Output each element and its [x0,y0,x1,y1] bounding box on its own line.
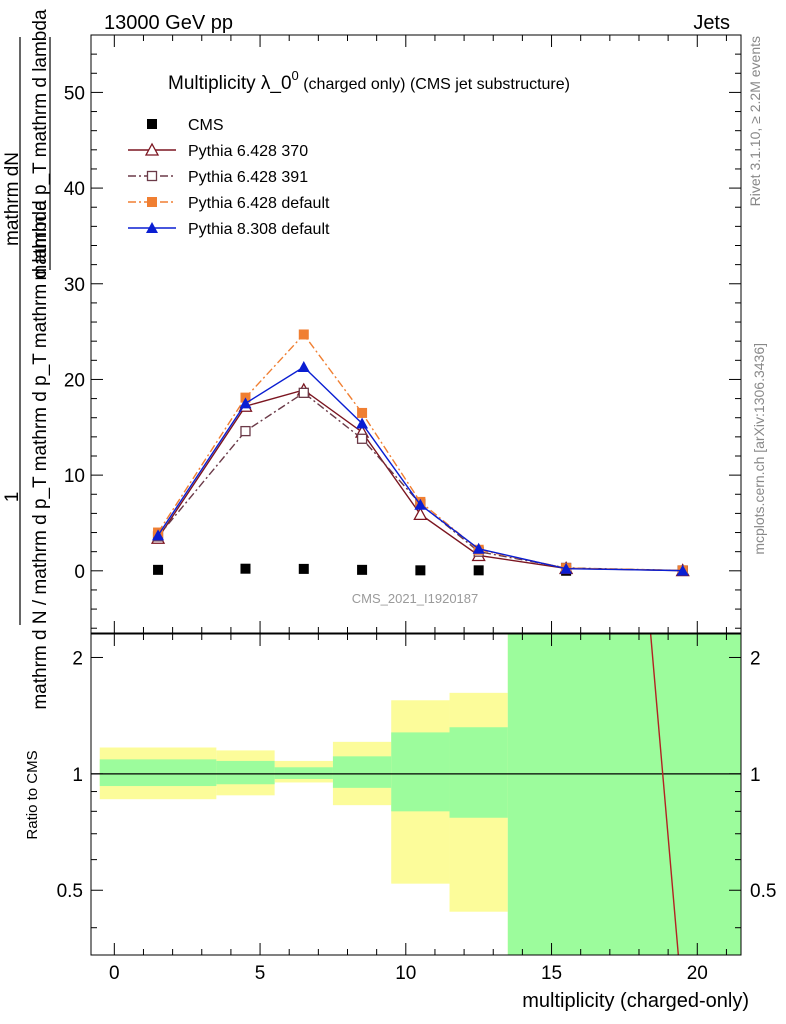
legend: CMS Pythia 6.428 370 Pythia 6.428 391 Pythi… [128,117,330,238]
data-point [560,562,573,574]
stat-uncertainty-band [391,732,450,812]
stat-uncertainty-band [332,756,392,788]
series-pythia-8-308-default [152,361,689,576]
ylabel-numerator-sub: mathrm d p_T mathrm d lambda [30,9,51,280]
series-line [157,366,683,572]
legend-marker [144,142,160,156]
x-tick-label: 0 [109,963,120,984]
data-point [472,542,485,554]
x-tick-label: 20 [687,963,708,984]
data-point [297,361,310,373]
ylabel-numerator: mathrm dN [2,152,23,246]
data-point [153,564,164,575]
stat-uncertainty-band [274,767,333,779]
data-point [415,565,426,576]
watermark: CMS_2021_I1920187 [352,591,479,606]
data-point [298,387,309,398]
legend-label: Pythia 6.428 370 [188,143,308,160]
data-point [676,564,689,576]
y-tick-label: 0 [74,562,85,583]
legend-label: Pythia 6.428 default [188,195,330,212]
series-pythia-6-428-default [153,329,688,576]
data-point [356,417,369,429]
header-left: 13000 GeV pp [104,12,233,34]
stat-uncertainty-band [507,634,741,955]
ratio-plot-panel [91,634,741,955]
data-point [413,506,428,521]
ylabel-denominator: mathrm d N / mathrm d p_T mathrm d p_T m… [30,200,51,710]
legend-entry: Pythia 6.428 370 [128,142,308,160]
legend-marker [146,170,158,182]
series-pythia-6-428-370 [150,382,690,577]
ratio-y-tick-label-right: 2 [750,648,761,669]
data-point [298,329,309,340]
ratio-y-tick-label-right: 0.5 [750,881,776,902]
legend-label: Pythia 8.308 default [188,221,330,238]
ratio-y-tick-label: 1 [72,765,83,786]
main-plot-panel [150,329,690,577]
data-point [152,529,165,541]
data-point [298,563,309,574]
y-tick-label: 20 [64,370,85,391]
ylabel-one: 1 [2,492,23,503]
legend-entry: Pythia 8.308 default [128,221,330,238]
data-point [357,564,368,575]
legend-entry: CMS [147,117,224,134]
data-point [473,565,484,576]
y-tick-label: 40 [64,179,85,200]
ratio-y-tick-label-right: 1 [750,765,761,786]
legend-marker [146,222,158,233]
legend-entry: Pythia 6.428 391 [128,169,308,186]
ratio-plot-frame [90,633,742,956]
legend-label: Pythia 6.428 391 [188,169,308,186]
data-point [356,433,368,444]
ratio-y-tick-label: 0.5 [57,881,83,902]
main-plot-axes: 0 10 20 30 40 50 [64,34,741,633]
data-point [240,563,251,574]
legend-marker [147,197,157,207]
header-right: Jets [693,12,730,34]
series-line [157,389,683,572]
data-point [357,407,368,418]
series-line [157,333,683,572]
x-tick-label: 5 [255,963,266,984]
data-point [240,425,251,437]
data-point [414,498,427,510]
chart-title-main: Multiplicity λ_0 [168,73,292,94]
y-tick-label: 10 [64,466,85,487]
x-tick-label: 15 [541,963,562,984]
stat-uncertainty-band [216,760,275,785]
series-pythia-6-428-391 [152,387,688,576]
legend-label: CMS [188,117,224,134]
legend-entry: Pythia 6.428 default [128,195,330,212]
main-plot-frame [90,34,742,634]
mcplots-label: mcplots.cern.ch [arXiv:1306.3436] [751,343,767,555]
chart-title-sup: 0 [292,68,299,83]
ratio-y-tick-label: 2 [72,648,83,669]
rivet-label: Rivet 3.1.10, ≥ 2.2M events [747,36,763,206]
chart-title-small: (charged only) (CMS jet substructure) [299,76,570,93]
y-tick-label: 30 [64,275,85,296]
legend-marker [147,119,157,129]
x-axis-label: multiplicity (charged-only) [522,990,749,1012]
stat-uncertainty-band [449,727,508,818]
ratio-line [649,634,680,955]
ratio-ylabel: Ratio to CMS [24,750,41,839]
stat-uncertainty-band [99,759,217,787]
ratio-plot-axes: 0 5 10 15 20 0.5 0.5 1 1 2 2 [57,634,776,984]
chart-title: Multiplicity λ_00 (charged only) (CMS je… [168,68,570,94]
x-tick-label: 10 [395,963,416,984]
data-point [239,397,252,409]
y-tick-label: 50 [64,83,85,104]
